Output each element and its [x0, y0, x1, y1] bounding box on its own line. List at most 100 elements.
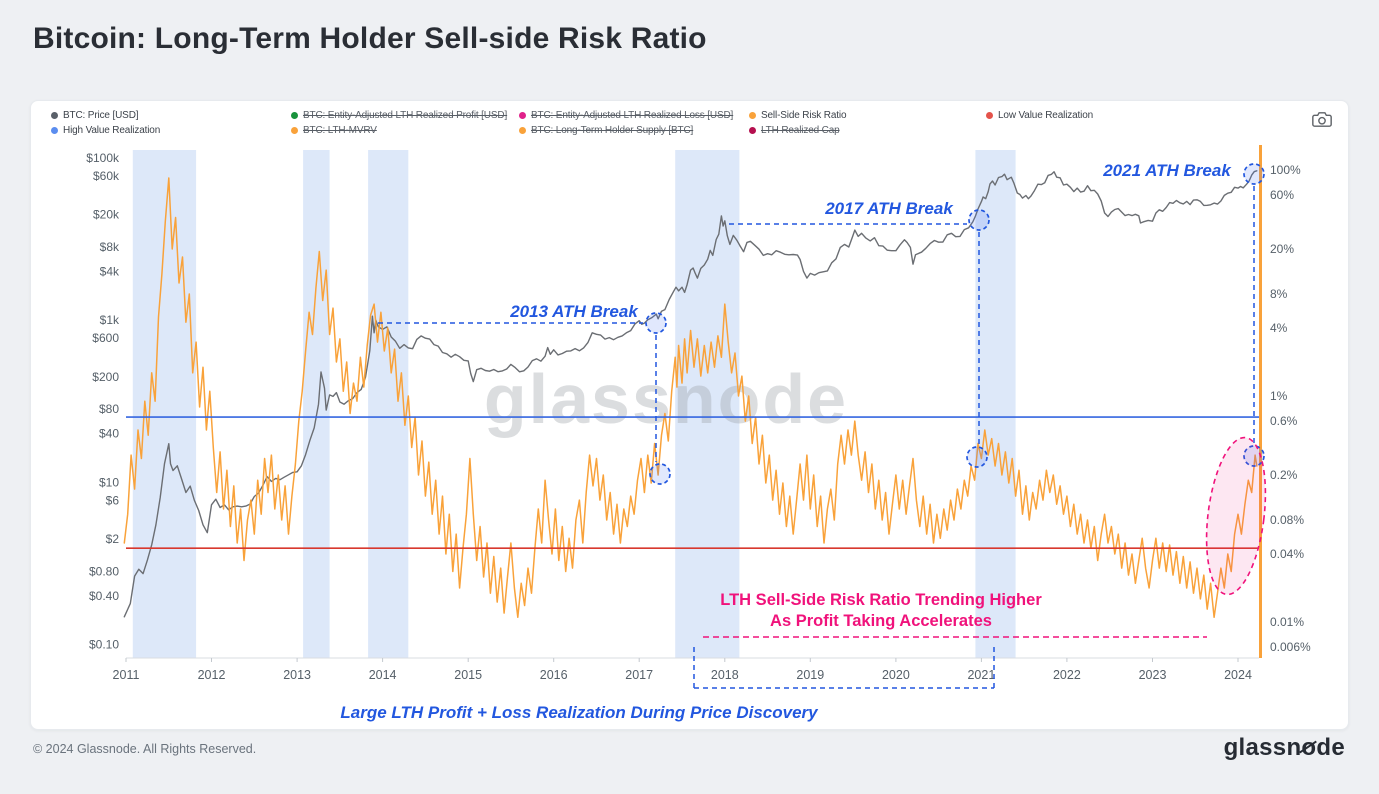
trend-note-line2: As Profit Taking Accelerates: [770, 612, 992, 630]
left-axis-tick: $200: [92, 370, 119, 384]
trend-note-line1: LTH Sell-Side Risk Ratio Trending Higher: [720, 591, 1042, 609]
left-axis-tick: $4k: [100, 264, 120, 278]
left-axis-tick: $0.80: [89, 564, 119, 578]
legend-item[interactable]: BTC: Entity-Adjusted LTH Realized Loss […: [519, 110, 733, 121]
right-axis-tick: 0.01%: [1270, 615, 1304, 629]
right-axis-tick: 100%: [1270, 163, 1301, 177]
legend-label: High Value Realization: [63, 125, 161, 136]
ath-break-marker: [645, 312, 667, 334]
x-axis-tick: 2022: [1053, 668, 1081, 682]
camera-icon[interactable]: [1310, 109, 1334, 133]
left-axis-tick: $0.10: [89, 638, 119, 652]
right-axis-tick: 0.6%: [1270, 414, 1298, 428]
legend-label: BTC: Price [USD]: [63, 110, 139, 121]
chart-card: BTC: Price [USD] BTC: Entity-Adjusted LTH…: [30, 100, 1349, 730]
left-axis-tick: $1k: [100, 313, 120, 327]
trend-ellipse: [1205, 436, 1267, 596]
x-axis-tick: 2018: [711, 668, 739, 682]
copyright: © 2024 Glassnode. All Rights Reserved.: [33, 742, 257, 756]
watermark: glassnode: [484, 360, 848, 438]
logo-slashed-o-icon: o: [1301, 734, 1317, 761]
legend-dot-icon: [519, 112, 526, 119]
page-title: Bitcoin: Long-Term Holder Sell-side Risk…: [33, 22, 707, 55]
camera-glyph: [1312, 112, 1332, 127]
left-axis-tick: $10: [99, 475, 119, 489]
legend-item[interactable]: BTC: Long-Term Holder Supply [BTC]: [519, 125, 693, 136]
left-axis-tick: $60k: [93, 169, 120, 183]
highlight-band: [975, 150, 1016, 658]
chart-legend-row-1: BTC: Price [USD] BTC: Entity-Adjusted LTH…: [31, 110, 1348, 124]
x-axis-tick: 2014: [369, 668, 397, 682]
legend-item[interactable]: BTC: LTH-MVRV: [291, 125, 377, 136]
x-axis-tick: 2021: [967, 668, 995, 682]
x-axis-tick: 2012: [198, 668, 226, 682]
legend-item[interactable]: Sell-Side Risk Ratio: [749, 110, 847, 121]
right-axis-tick: 0.006%: [1270, 640, 1311, 654]
series-sell-side-risk-ratio: [123, 177, 1258, 619]
x-axis-tick: 2017: [625, 668, 653, 682]
ath-break-marker: [966, 446, 988, 468]
x-axis-tick: 2023: [1139, 668, 1167, 682]
left-axis-tick: $8k: [100, 240, 120, 254]
legend-label: Sell-Side Risk Ratio: [761, 110, 847, 121]
right-axis-tick: 8%: [1270, 287, 1288, 301]
chart-svg: glassnode $100k $60k $20k $8k $4k $1k $600 $200 $…: [86, 145, 1311, 722]
x-axis-tick: 2024: [1224, 668, 1252, 682]
x-axis-tick: 2016: [540, 668, 568, 682]
right-axis-tick: 0.2%: [1270, 468, 1298, 482]
left-axis-tick: $0.40: [89, 589, 119, 603]
logo-text-left: glassn: [1223, 734, 1302, 761]
legend-label: BTC: LTH-MVRV: [303, 125, 377, 136]
logo-text-right: de: [1316, 734, 1345, 761]
x-axis-tick: 2015: [454, 668, 482, 682]
legend-item[interactable]: LTH Realized Cap: [749, 125, 840, 136]
ath-break-marker: [1243, 163, 1265, 185]
chart-area: glassnode $100k $60k $20k $8k $4k $1k $600 $200 $…: [31, 145, 1348, 729]
legend-dot-icon: [749, 112, 756, 119]
left-axis-tick: $6: [106, 493, 120, 507]
legend-dot-icon: [51, 127, 58, 134]
left-axis-tick: $20k: [93, 208, 120, 222]
legend-label: BTC: Entity-Adjusted LTH Realized Loss […: [531, 110, 734, 121]
legend-item[interactable]: Low Value Realization: [986, 110, 1093, 121]
right-axis-tick: 60%: [1270, 188, 1294, 202]
right-axis-tick: 0.04%: [1270, 547, 1304, 561]
right-axis-tick: 20%: [1270, 242, 1294, 256]
ath-break-label: 2017 ATH Break: [824, 199, 954, 218]
legend-item[interactable]: High Value Realization: [51, 125, 160, 136]
left-axis-tick: $600: [92, 331, 119, 345]
legend-dot-icon: [749, 127, 756, 134]
right-axis-tick: 4%: [1270, 321, 1288, 335]
ath-break-label: 2021 ATH Break: [1102, 161, 1232, 180]
discovery-note: Large LTH Profit + Loss Realization Duri…: [340, 703, 819, 722]
legend-item[interactable]: BTC: Price [USD]: [51, 110, 139, 121]
legend-item[interactable]: BTC: Entity-Adjusted LTH Realized Profit…: [291, 110, 507, 121]
left-axis-tick: $2: [106, 532, 120, 546]
x-axis-tick: 2011: [113, 668, 140, 682]
legend-label: BTC: Long-Term Holder Supply [BTC]: [531, 125, 694, 136]
legend-dot-icon: [291, 112, 298, 119]
legend-dot-icon: [986, 112, 993, 119]
left-axis-tick: $80: [99, 402, 119, 416]
right-axis-tick: 0.08%: [1270, 513, 1304, 527]
legend-dot-icon: [519, 127, 526, 134]
highlight-band: [368, 150, 409, 658]
x-axis-tick: 2013: [283, 668, 311, 682]
ath-break-marker: [968, 209, 990, 231]
highlight-band: [675, 150, 740, 658]
ath-break-marker: [649, 463, 671, 485]
chart-legend-row-2: High Value Realization BTC: LTH-MVRV BTC: …: [31, 125, 1348, 139]
x-axis-tick: 2020: [882, 668, 910, 682]
ath-break-marker: [1243, 445, 1265, 467]
ath-break-label: 2013 ATH Break: [509, 302, 639, 321]
legend-dot-icon: [51, 112, 58, 119]
right-axis-tick: 1%: [1270, 389, 1288, 403]
left-axis-tick: $40: [99, 427, 119, 441]
left-axis-tick: $100k: [86, 151, 120, 165]
legend-dot-icon: [291, 127, 298, 134]
legend-label: Low Value Realization: [998, 110, 1094, 121]
legend-label: LTH Realized Cap: [761, 125, 840, 136]
glassnode-logo: glassnode: [1224, 734, 1345, 762]
series-btc-price: [123, 170, 1258, 618]
x-axis-tick: 2019: [796, 668, 824, 682]
